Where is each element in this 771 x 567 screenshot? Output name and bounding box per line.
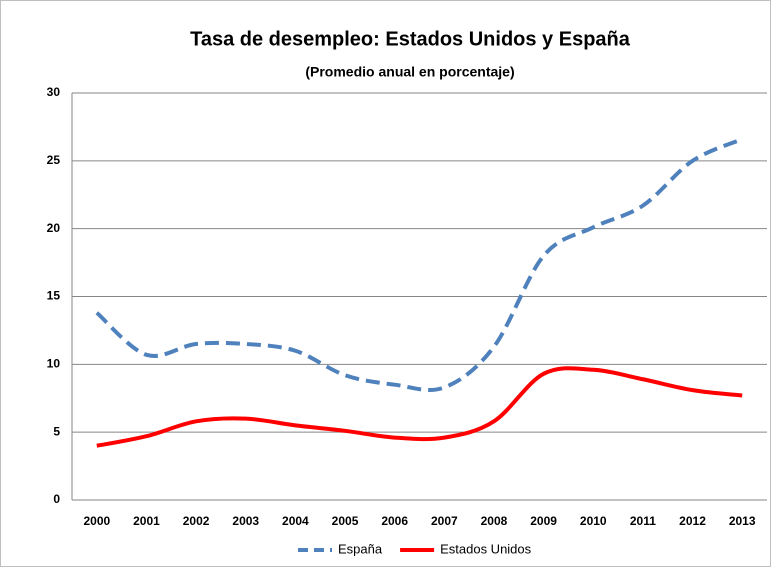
x-tick-label: 2007: [431, 514, 458, 528]
x-tick-label: 2000: [83, 514, 110, 528]
x-tick-label: 2012: [679, 514, 706, 528]
series-line: [96, 366, 743, 448]
y-tick-label: 30: [47, 85, 61, 99]
y-tick-label: 15: [47, 289, 61, 303]
x-tick-label: 2013: [729, 514, 756, 528]
y-tick-label: 25: [47, 153, 61, 167]
chart-subtitle: (Promedio anual en porcentaje): [305, 64, 514, 80]
x-tick-label: 2011: [630, 514, 656, 528]
y-tick-label: 20: [47, 221, 61, 235]
chart-title: Tasa de desempleo: Estados Unidos y Espa…: [190, 28, 631, 50]
x-tick-label: 2005: [332, 514, 359, 528]
x-tick-label: 2004: [282, 514, 309, 528]
x-tick-label: 2010: [580, 514, 607, 528]
y-tick-label: 10: [47, 357, 61, 371]
x-tick-label: 2006: [381, 514, 408, 528]
y-tick-label: 0: [53, 492, 60, 506]
x-tick-label: 2002: [183, 514, 210, 528]
x-tick-label: 2001: [133, 514, 160, 528]
series-line: [95, 137, 743, 392]
x-tick-label: 2009: [530, 514, 557, 528]
legend-label: Estados Unidos: [440, 541, 532, 556]
y-tick-label: 5: [53, 424, 60, 438]
x-tick-label: 2008: [481, 514, 508, 528]
x-tick-label: 2003: [232, 514, 259, 528]
legend-label: España: [338, 541, 383, 556]
